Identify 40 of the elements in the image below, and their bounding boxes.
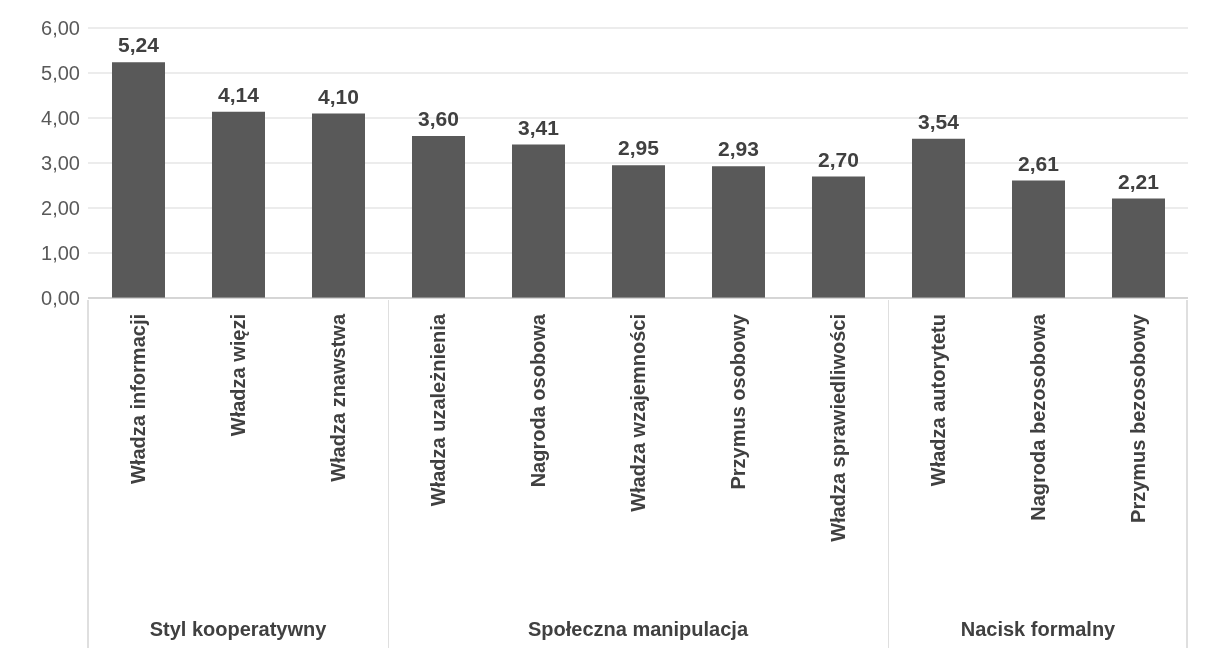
data-label: 2,70 bbox=[818, 147, 859, 171]
data-label: 3,41 bbox=[518, 115, 560, 139]
y-tick-label: 5,00 bbox=[41, 62, 80, 85]
y-tick-label: 0,00 bbox=[41, 287, 80, 310]
x-tick-label: Nagroda bezosobowa bbox=[1027, 313, 1049, 521]
data-label: 4,14 bbox=[218, 82, 260, 106]
bar bbox=[212, 111, 265, 298]
x-tick-label: Władza autorytetu bbox=[927, 314, 949, 487]
bar bbox=[512, 144, 565, 298]
data-label: 3,54 bbox=[918, 109, 960, 133]
y-tick-label: 3,00 bbox=[41, 152, 80, 175]
data-label: 2,21 bbox=[1118, 169, 1160, 193]
bar bbox=[412, 136, 465, 298]
bar bbox=[812, 176, 865, 298]
data-label: 2,61 bbox=[1018, 151, 1060, 175]
bar bbox=[712, 166, 765, 298]
y-tick-label: 1,00 bbox=[41, 242, 80, 265]
x-tick-label: Władza sprawiedliwości bbox=[827, 314, 849, 542]
data-label: 2,93 bbox=[718, 137, 759, 161]
x-tick-label: Władza znawstwa bbox=[327, 313, 349, 482]
bar bbox=[612, 165, 665, 298]
y-tick-label: 2,00 bbox=[41, 197, 80, 220]
data-label: 2,95 bbox=[618, 136, 660, 160]
x-tick-label: Władza wzajemności bbox=[627, 314, 649, 512]
bar bbox=[112, 62, 165, 298]
x-tick-label: Władza informacji bbox=[127, 314, 149, 485]
x-tick-label: Nagroda osobowa bbox=[527, 313, 549, 488]
y-tick-label: 6,00 bbox=[41, 17, 80, 40]
data-label: 5,24 bbox=[118, 33, 160, 57]
x-axis-title: Styl kooperatywny bbox=[149, 618, 328, 640]
bar bbox=[312, 113, 365, 298]
x-tick-label: Władza więzi bbox=[227, 314, 249, 437]
x-axis-title: Społeczna manipulacja bbox=[527, 618, 749, 640]
x-tick-label: Władza uzależnienia bbox=[427, 313, 449, 507]
y-tick-label: 4,00 bbox=[41, 107, 80, 130]
data-label: 4,10 bbox=[318, 84, 359, 108]
x-tick-label: Przymus bezosobowy bbox=[1127, 313, 1149, 523]
x-axis-title: Nacisk formalny bbox=[960, 618, 1117, 640]
x-tick-label: Przymus osobowy bbox=[727, 313, 749, 490]
data-label: 3,60 bbox=[418, 107, 459, 130]
